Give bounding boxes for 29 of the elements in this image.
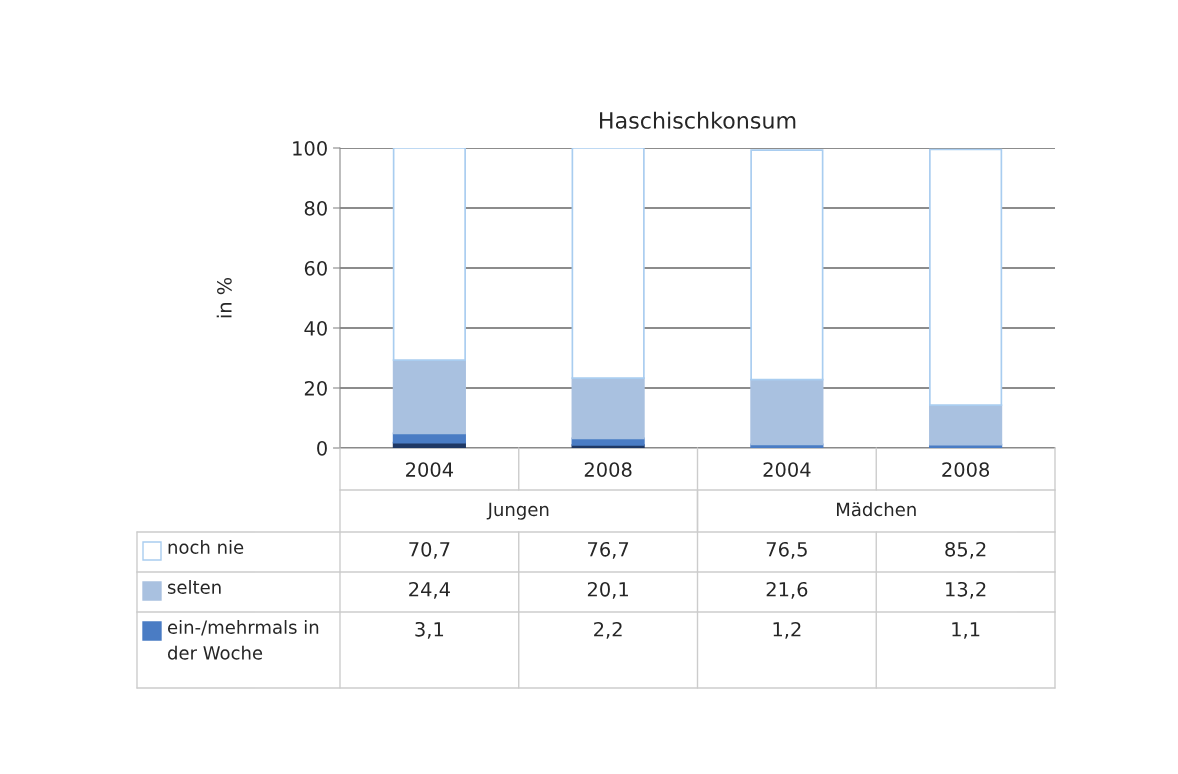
data-label: 1,1 xyxy=(952,622,980,639)
x-tick-label: 2008 xyxy=(942,462,990,477)
y-tick-label: 0 xyxy=(317,440,327,456)
y-tick-label: 60 xyxy=(304,260,327,276)
y-tick-label: 20 xyxy=(304,380,327,396)
data-label: 24,4 xyxy=(409,581,450,599)
data-label: 76,5 xyxy=(766,541,807,559)
x-tick-label: 2004 xyxy=(406,462,454,477)
data-label: 76,7 xyxy=(588,541,629,559)
data-label: 3,1 xyxy=(415,621,444,639)
data-label: 85,2 xyxy=(945,541,986,559)
data-label: 20,1 xyxy=(587,581,628,599)
legend-label: ein-/mehrmals in der Woche xyxy=(168,620,319,660)
text: Jungen xyxy=(486,502,549,520)
data-label: 1,2 xyxy=(773,621,801,639)
chart-title: Haschischkonsum xyxy=(600,111,796,129)
data-label: 21,6 xyxy=(766,581,808,599)
y-axis-title: in % xyxy=(216,277,232,318)
text: Mädchen xyxy=(837,502,916,517)
y-tick-label: 100 xyxy=(293,140,327,156)
legend-label: noch nie xyxy=(168,540,244,554)
data-label: 70,7 xyxy=(409,541,450,559)
y-tick-label: 40 xyxy=(304,320,327,336)
y-tick-label: 80 xyxy=(304,200,327,216)
data-label: 2,2 xyxy=(594,621,622,639)
data-label: 13,2 xyxy=(946,581,986,599)
x-tick-label: 2008 xyxy=(584,462,632,477)
x-tick-label: 2004 xyxy=(763,462,811,477)
legend-label: selten xyxy=(167,580,221,594)
